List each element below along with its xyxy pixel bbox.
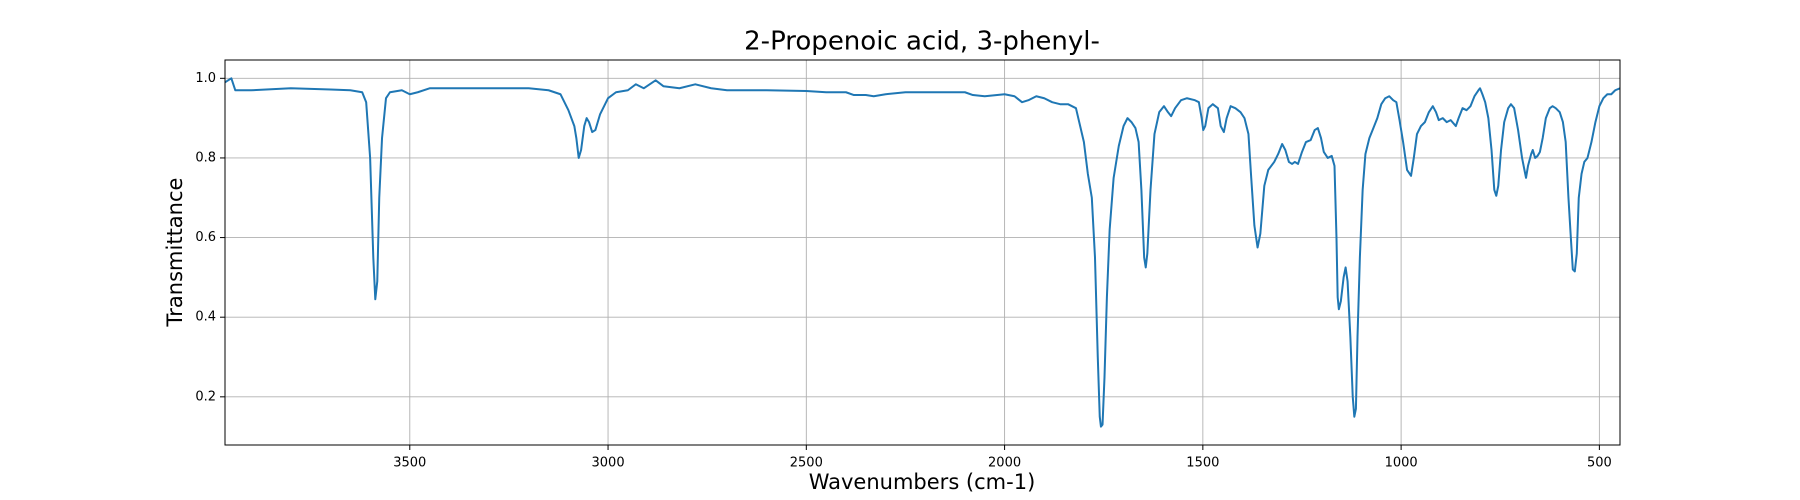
- x-axis-label: Wavenumbers (cm-1): [809, 470, 1036, 494]
- x-tick-label: 1000: [1385, 456, 1418, 471]
- plot-frame: [224, 59, 1621, 446]
- spectrum-line: [224, 77, 1621, 428]
- x-tick-label: 3000: [592, 456, 625, 471]
- y-tick-label: 0.4: [195, 310, 216, 325]
- x-tick-label: 500: [1587, 456, 1612, 471]
- y-axis-label: Transmittance: [163, 178, 187, 328]
- x-tick-label: 1500: [1186, 456, 1219, 471]
- y-tick-label: 1.0: [195, 71, 216, 86]
- y-tick-label: 0.6: [195, 230, 216, 245]
- x-tick-label: 3500: [393, 456, 426, 471]
- y-tick-label: 0.2: [195, 389, 216, 404]
- chart-title: 2-Propenoic acid, 3-phenyl-: [744, 27, 1100, 57]
- y-tick-label: 0.8: [195, 150, 216, 165]
- x-tick-label: 2500: [790, 456, 823, 471]
- x-tick-label: 2000: [988, 456, 1021, 471]
